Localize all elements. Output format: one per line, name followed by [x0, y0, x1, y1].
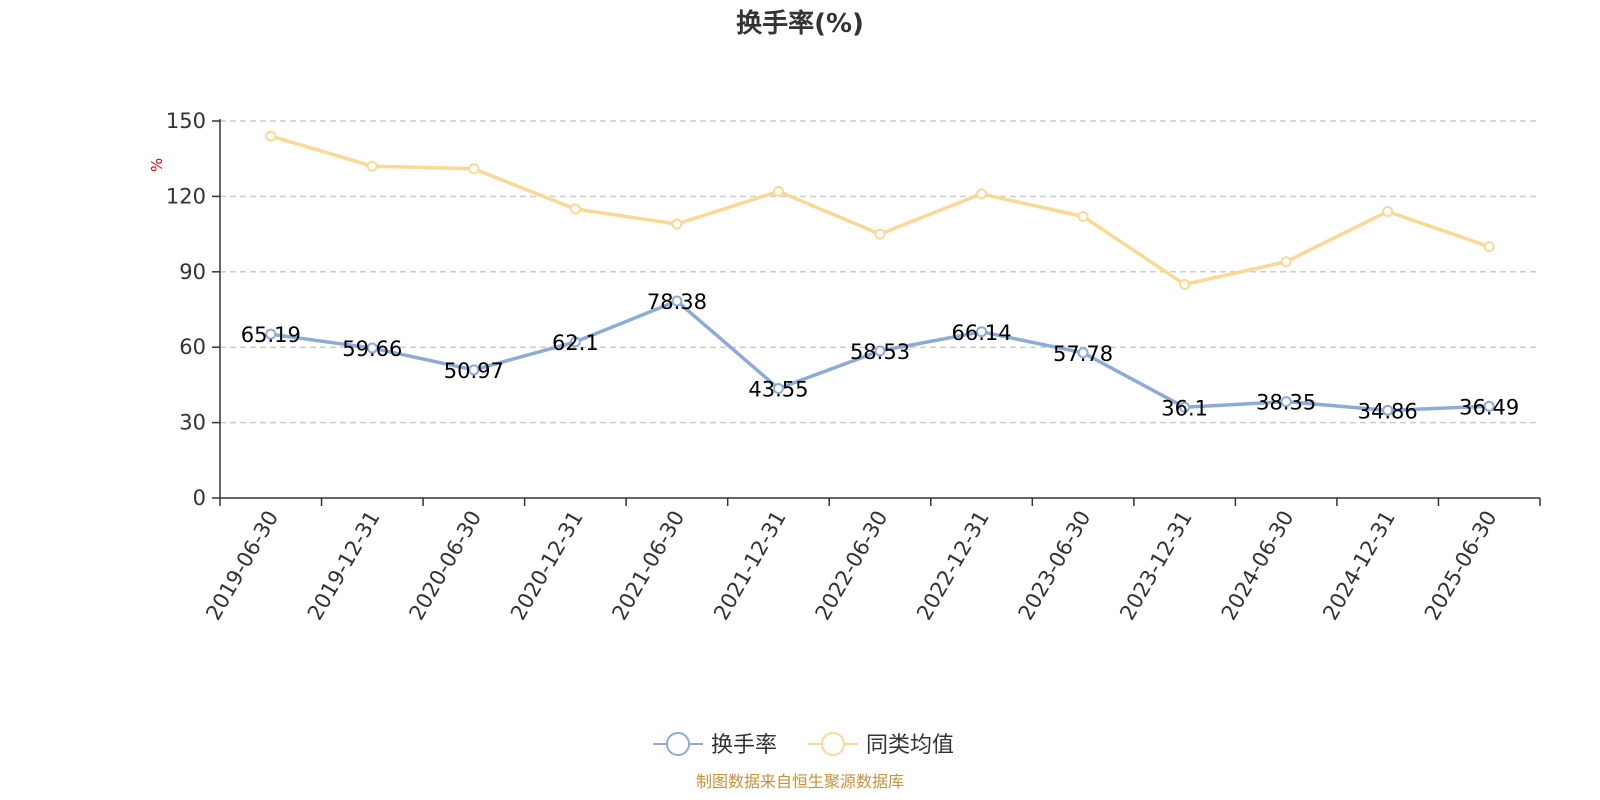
y-tick-label: 0 [193, 486, 206, 510]
x-tick-label: 2023-12-31 [1115, 507, 1197, 625]
data-point [468, 364, 480, 376]
x-tick-label: 2023-06-30 [1014, 507, 1096, 625]
x-tick-label: 2024-12-31 [1318, 507, 1400, 625]
y-tick-label: 30 [179, 411, 206, 435]
series-lines [265, 130, 1495, 416]
data-label: 62.1 [552, 331, 599, 355]
axes: 0 30 60 90 120 150 2019-06-30 2019-12-31 2020-06… [166, 109, 1541, 625]
data-point [976, 188, 988, 200]
data-point [1382, 205, 1394, 217]
data-label: 66.14 [951, 321, 1011, 345]
data-label: 43.55 [748, 378, 808, 402]
legend-circle-icon [821, 732, 845, 756]
data-labels: 65.19 59.66 50.97 62.1 78.38 43.55 58.53 66.14 5… [241, 290, 1520, 423]
data-point [366, 160, 378, 172]
y-tick-label: 90 [179, 260, 206, 284]
data-label: 50.97 [444, 359, 504, 383]
data-point [1077, 211, 1089, 223]
x-tick-label: 2021-06-30 [607, 507, 689, 625]
x-tick-label: 2021-12-31 [709, 507, 791, 625]
series-line-1 [270, 134, 1490, 287]
x-tick-label: 2022-12-31 [912, 507, 994, 625]
chart-title: 换手率(%) [736, 8, 864, 39]
x-tick-label: 2022-06-30 [811, 507, 893, 625]
data-label: 36.49 [1459, 395, 1519, 419]
data-label: 59.66 [342, 337, 402, 361]
data-label: 78.38 [647, 290, 707, 314]
data-point [1280, 256, 1292, 268]
x-tick-label: 2024-06-30 [1217, 507, 1299, 625]
data-point [265, 130, 277, 142]
data-point [1077, 347, 1089, 359]
data-point [265, 328, 277, 340]
data-point [976, 326, 988, 338]
legend-item-0[interactable]: 换手率 [653, 732, 777, 758]
data-source-note: 制图数据来自恒生聚源数据库 [696, 772, 904, 791]
y-axis-unit-label: % [148, 158, 166, 172]
y-tick-label: 60 [179, 335, 206, 359]
data-label: 57.78 [1053, 342, 1113, 366]
data-point [671, 295, 683, 307]
data-point [366, 342, 378, 354]
data-point [772, 185, 784, 197]
x-tick-label: 2020-12-31 [506, 507, 588, 625]
x-tick-label: 2019-12-31 [303, 507, 385, 625]
data-point [1179, 401, 1191, 413]
legend-circle-icon [666, 732, 690, 756]
data-label: 65.19 [241, 323, 301, 347]
data-point [569, 203, 581, 215]
y-tick-label: 150 [166, 109, 206, 133]
legend-label: 换手率 [711, 733, 777, 758]
data-point [874, 345, 886, 357]
data-point [569, 336, 581, 348]
x-tick-label: 2025-06-30 [1420, 507, 1502, 625]
grid-lines [220, 120, 1540, 424]
data-point [772, 383, 784, 395]
legend-label: 同类均值 [866, 733, 954, 758]
data-point [1179, 278, 1191, 290]
y-tick-label: 120 [166, 184, 206, 208]
legend-item-1[interactable]: 同类均值 [808, 732, 954, 758]
x-tick-label: 2019-06-30 [201, 507, 283, 625]
data-label: 34.86 [1358, 399, 1418, 423]
data-label: 58.53 [850, 340, 910, 364]
data-label: 36.1 [1161, 396, 1208, 420]
data-point [1280, 396, 1292, 408]
x-tick-label: 2020-06-30 [404, 507, 486, 625]
data-point [1483, 400, 1495, 412]
data-point [1483, 241, 1495, 253]
data-point [1382, 404, 1394, 416]
data-point [874, 228, 886, 240]
data-point [671, 218, 683, 230]
legend[interactable]: 换手率 同类均值 [653, 732, 954, 758]
data-point [468, 163, 480, 175]
data-label: 38.35 [1256, 391, 1316, 415]
